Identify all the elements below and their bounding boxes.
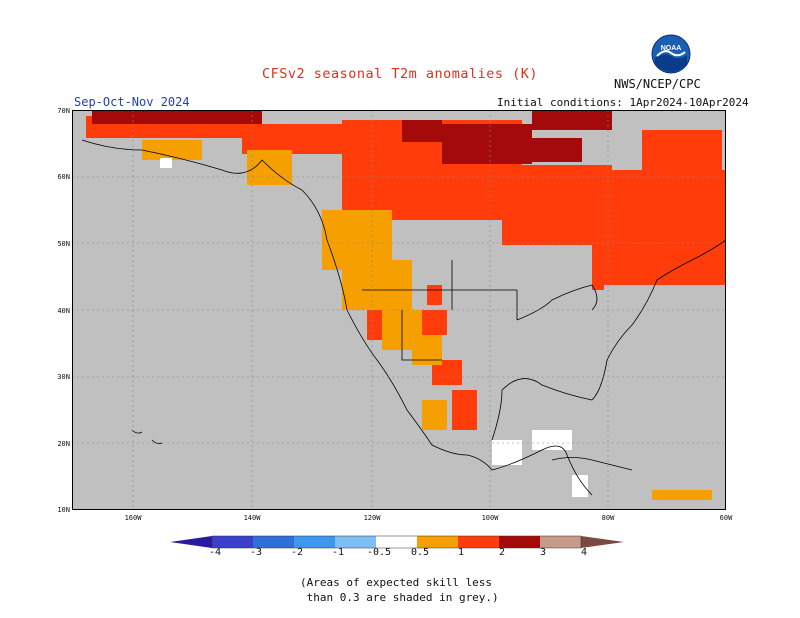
anomaly-map <box>72 110 727 510</box>
lon-label-100W: 100W <box>481 514 499 522</box>
colorbar-tick: 1 <box>457 547 465 558</box>
lon-label-140W: 140W <box>243 514 261 522</box>
colorbar-tick: 0.5 <box>410 547 430 558</box>
colorbar-tick: 4 <box>580 547 588 558</box>
anomaly-neutral-white-regions <box>160 158 588 497</box>
colorbar-tick: -4 <box>208 547 222 558</box>
lat-label-10N: 10N <box>57 506 70 514</box>
colorbar-tick: -2 <box>290 547 304 558</box>
colorbar-bin <box>540 536 581 548</box>
anomaly-warm-0.5-1-regions <box>142 140 712 500</box>
colorbar-tick: -3 <box>249 547 263 558</box>
agency-label: NWS/NCEP/CPC <box>614 77 701 91</box>
skill-note-line2: than 0.3 are shaded in grey.) <box>300 591 499 604</box>
lat-label-20N: 20N <box>57 440 70 448</box>
colorbar <box>170 534 630 564</box>
lat-label-60N: 60N <box>57 173 70 181</box>
noaa-logo: NOAA <box>651 34 691 74</box>
colorbar-bin <box>294 536 335 548</box>
lat-lon-gridlines <box>72 110 726 510</box>
colorbar-tick: 2 <box>498 547 506 558</box>
season-label: Sep-Oct-Nov 2024 <box>74 95 190 109</box>
colorbar-bin <box>376 536 417 548</box>
colorbar-tick: -0.5 <box>366 547 392 558</box>
lon-label-80W: 80W <box>601 514 615 522</box>
colorbar-tick: -1 <box>331 547 345 558</box>
colorbar-bin <box>499 536 540 548</box>
lat-label-50N: 50N <box>57 240 70 248</box>
colorbar-bin <box>458 536 499 548</box>
colorbar-bin <box>335 536 376 548</box>
lat-label-70N: 70N <box>57 107 70 115</box>
colorbar-right-arrow <box>581 536 624 548</box>
skill-note-line1: (Areas of expected skill less <box>300 576 493 589</box>
anomaly-warm-2-3-regions <box>92 110 612 164</box>
colorbar-bin <box>253 536 294 548</box>
chart-title: CFSv2 seasonal T2m anomalies (K) <box>261 66 539 82</box>
map-frame <box>72 110 726 510</box>
lat-label-30N: 30N <box>57 373 70 381</box>
noaa-logo-text: NOAA <box>661 45 682 52</box>
colorbar-left-arrow <box>170 536 212 548</box>
colorbar-bin <box>417 536 458 548</box>
lon-label-120W: 120W <box>363 514 381 522</box>
skill-note: (Areas of expected skill less than 0.3 a… <box>300 575 560 605</box>
colorbar-tick: 3 <box>539 547 547 558</box>
lat-label-40N: 40N <box>57 307 70 315</box>
lon-label-160W: 160W <box>124 514 142 522</box>
initial-conditions-label: Initial conditions: 1Apr2024-10Apr2024 <box>497 96 749 109</box>
colorbar-bin <box>212 536 253 548</box>
lon-label-60W: 60W <box>719 514 733 522</box>
